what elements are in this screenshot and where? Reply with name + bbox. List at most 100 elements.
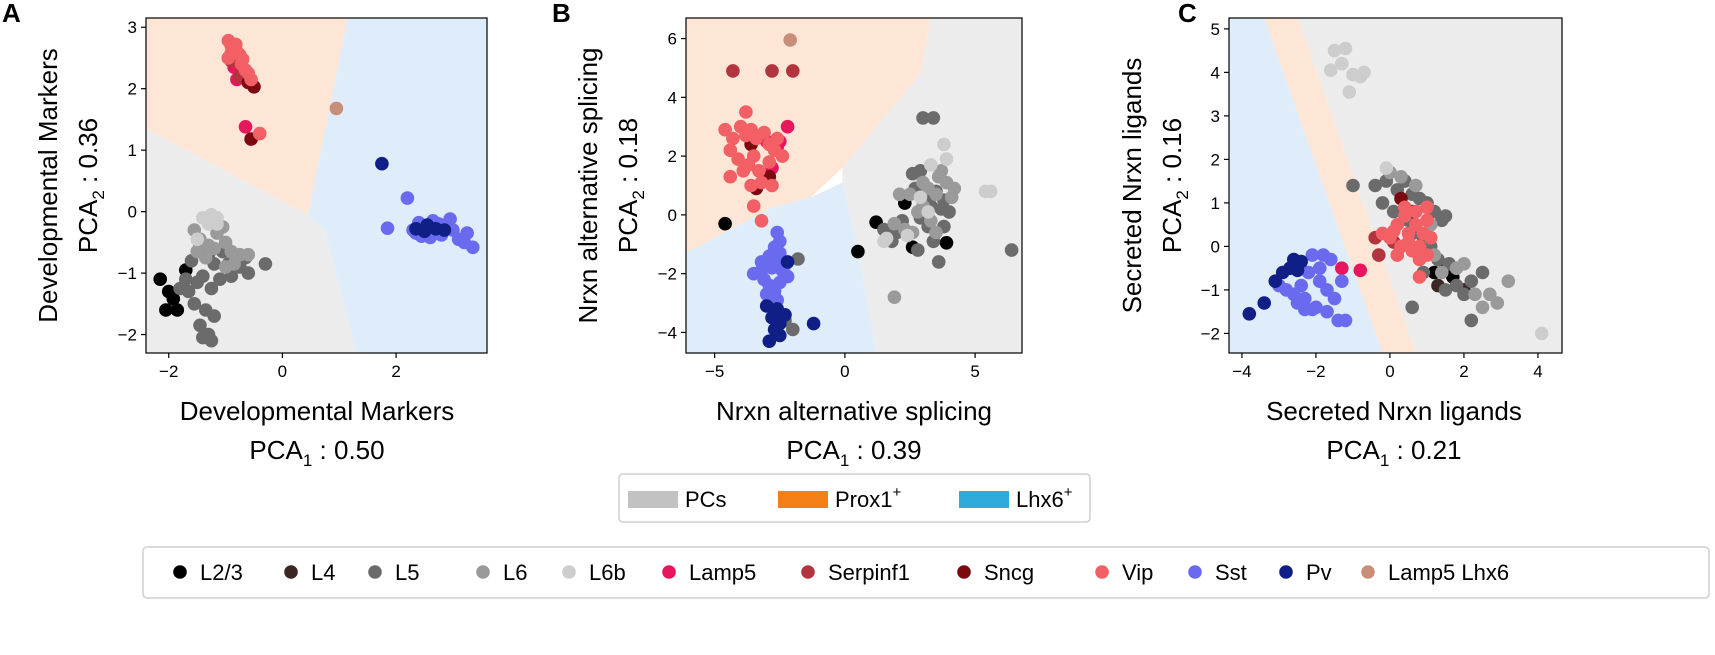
y-tick-label: 6 (668, 30, 677, 49)
legend-label-prox1: Prox1+ (835, 484, 901, 512)
point-vip (1386, 224, 1401, 238)
point-pv (770, 302, 784, 316)
point-vip (1390, 248, 1405, 262)
y-axis-title: Developmental Markers (33, 48, 63, 323)
point-vip (1401, 235, 1416, 249)
point-l6 (241, 247, 256, 262)
point-l6b (1353, 69, 1368, 84)
point-vip (723, 169, 738, 184)
point-l6b (1534, 326, 1549, 341)
point-sst (460, 226, 474, 240)
point-sst (466, 240, 480, 255)
point-vip (1423, 230, 1438, 245)
point-sst (770, 225, 784, 240)
point-pv (773, 328, 787, 343)
y-tick-label: 2 (1211, 150, 1220, 169)
y-tick-label: 2 (668, 147, 677, 166)
legend-label-vip: Vip (1122, 560, 1153, 585)
legend-marker-vip (1095, 565, 1109, 579)
x-tick-label: 0 (278, 362, 287, 381)
y-axis-variance-label: PCA2 : 0.36 (73, 118, 108, 253)
point-l6 (916, 175, 930, 190)
cell-legend-frame (142, 546, 1710, 599)
point-lamp5 (1353, 263, 1368, 278)
legend-label-l2-3: L2/3 (200, 560, 243, 585)
point-l6b (983, 184, 998, 199)
point-sst (443, 212, 457, 226)
legend-swatch-prox1 (778, 491, 828, 508)
x-axis-variance-label: PCA1 : 0.21 (1326, 435, 1461, 470)
point-sst (1320, 304, 1334, 319)
y-tick-label: 5 (1211, 20, 1220, 39)
legend-marker-sst (1188, 565, 1202, 579)
x-tick-label: −4 (1232, 362, 1251, 381)
point-sst (1338, 313, 1353, 328)
legend-marker-l4 (284, 565, 298, 579)
point-l5 (196, 330, 210, 345)
point-l6 (218, 260, 233, 274)
point-l2-3 (153, 272, 167, 287)
point-l2-3 (939, 236, 954, 250)
plot-frame (1228, 17, 1563, 354)
legend-marker-lamp5 (662, 565, 676, 579)
point-vip (726, 131, 740, 146)
point-vip (1420, 200, 1434, 215)
legend-label-l5: L5 (395, 560, 419, 585)
point-vip (252, 126, 267, 141)
point-vip (757, 125, 771, 140)
point-vip (1398, 200, 1412, 215)
point-l6b (900, 228, 915, 243)
point-l6b (210, 217, 224, 231)
point-l2-3 (166, 292, 181, 306)
point-l5 (1375, 196, 1390, 210)
y-tick-label: −1 (118, 264, 137, 283)
x-axis-variance-label: PCA1 : 0.50 (249, 435, 384, 470)
point-l5 (193, 318, 207, 333)
point-l5 (241, 266, 256, 280)
y-tick-label: −2 (1201, 324, 1220, 343)
point-sst (773, 275, 787, 290)
point-l5 (1457, 287, 1471, 302)
legend-label-sst: Sst (1215, 560, 1247, 585)
legend-label-sncg: Sncg (984, 560, 1034, 585)
point-l6 (1457, 257, 1471, 271)
decision-region-pcs (146, 128, 357, 353)
point-l5 (207, 309, 221, 323)
legend-label-l6: L6 (503, 560, 527, 585)
panel-letter-a: A (2, 0, 21, 28)
decision-region-prox1 (1264, 18, 1416, 353)
point-l5 (942, 205, 956, 219)
y-axis-variance-label: PCA2 : 0.18 (613, 118, 648, 253)
point-lamp5 (238, 120, 253, 134)
point-l5 (1346, 178, 1360, 193)
point-sst (1335, 274, 1349, 289)
point-vip (718, 122, 732, 137)
point-l5 (926, 111, 941, 125)
point-pv (1242, 307, 1257, 321)
point-l5 (1405, 300, 1419, 315)
plot-frame (145, 17, 488, 354)
x-axis-variance-label: PCA1 : 0.39 (786, 435, 921, 470)
decision-region-pcs (1297, 18, 1562, 353)
point-sst (1290, 296, 1305, 310)
point-pv (806, 316, 821, 331)
point-pv (375, 156, 389, 171)
point-serpinf1 (1372, 248, 1386, 262)
point-sst (754, 255, 769, 269)
point-vip (723, 143, 738, 157)
point-pv (437, 223, 452, 237)
y-tick-label: 0 (668, 206, 677, 225)
legend-marker-pv (1279, 565, 1293, 579)
point-lamp5-lhx6 (783, 33, 797, 47)
y-tick-label: 4 (668, 88, 677, 107)
point-vip (754, 214, 769, 228)
y-tick-label: 1 (128, 141, 137, 160)
point-pv (417, 224, 432, 239)
point-l2-3 (170, 303, 185, 317)
legend-label-l6b: L6b (589, 560, 626, 585)
point-vip (739, 105, 753, 119)
legend-swatch-pcs (628, 491, 678, 508)
point-vip (762, 155, 777, 169)
y-axis-title: Secreted Nrxn ligands (1117, 58, 1147, 314)
point-l6b (1342, 85, 1357, 99)
